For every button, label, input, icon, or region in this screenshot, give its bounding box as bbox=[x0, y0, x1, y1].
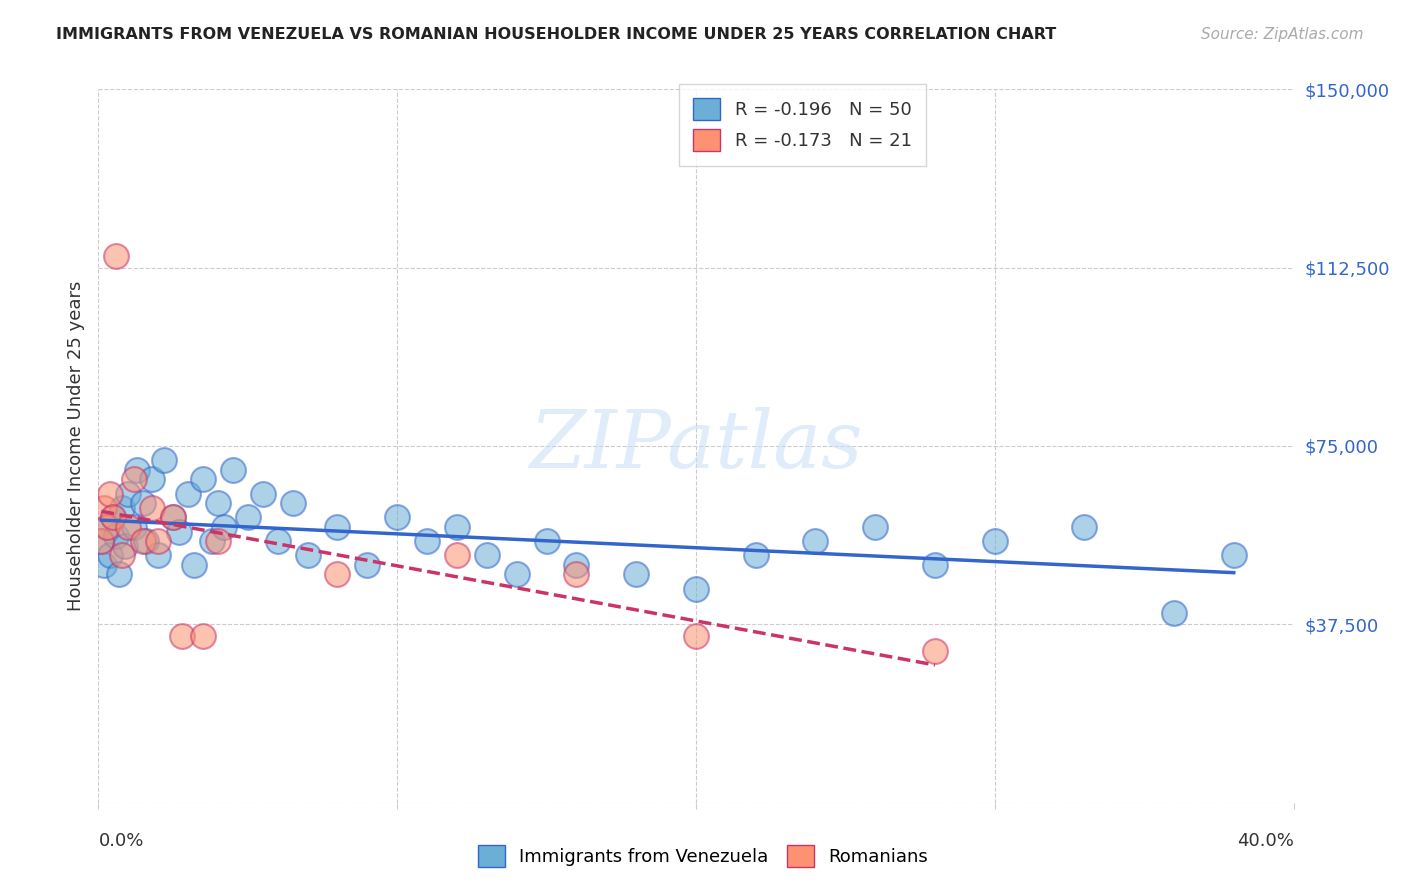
Point bbox=[141, 500, 163, 515]
Point bbox=[90, 534, 112, 549]
Point bbox=[326, 520, 349, 534]
Point bbox=[446, 549, 468, 563]
Point bbox=[1073, 520, 1095, 534]
Point bbox=[103, 510, 125, 524]
Point bbox=[626, 567, 648, 582]
Point bbox=[103, 510, 125, 524]
Point bbox=[191, 472, 214, 486]
Point bbox=[201, 534, 224, 549]
Point bbox=[127, 463, 149, 477]
Point bbox=[172, 629, 194, 643]
Point bbox=[267, 534, 290, 549]
Point bbox=[191, 629, 214, 643]
Point bbox=[96, 520, 118, 534]
Point bbox=[98, 549, 122, 563]
Point bbox=[93, 500, 115, 515]
Legend: R = -0.196   N = 50, R = -0.173   N = 21: R = -0.196 N = 50, R = -0.173 N = 21 bbox=[679, 84, 927, 166]
Point bbox=[212, 520, 235, 534]
Text: IMMIGRANTS FROM VENEZUELA VS ROMANIAN HOUSEHOLDER INCOME UNDER 25 YEARS CORRELAT: IMMIGRANTS FROM VENEZUELA VS ROMANIAN HO… bbox=[56, 27, 1056, 42]
Point bbox=[148, 534, 170, 549]
Point bbox=[685, 582, 707, 596]
Point bbox=[124, 520, 146, 534]
Point bbox=[1223, 549, 1246, 563]
Point bbox=[117, 520, 139, 534]
Point bbox=[98, 486, 122, 500]
Point bbox=[745, 549, 768, 563]
Point bbox=[222, 463, 245, 477]
Point bbox=[135, 534, 157, 549]
Point bbox=[924, 643, 946, 657]
Text: Source: ZipAtlas.com: Source: ZipAtlas.com bbox=[1201, 27, 1364, 42]
Text: 40.0%: 40.0% bbox=[1237, 831, 1294, 849]
Point bbox=[984, 534, 1007, 549]
Point bbox=[96, 520, 118, 534]
Point bbox=[132, 534, 155, 549]
Point bbox=[416, 534, 439, 549]
Point bbox=[685, 629, 707, 643]
Point bbox=[385, 510, 409, 524]
Point bbox=[446, 520, 468, 534]
Point bbox=[132, 496, 155, 510]
Point bbox=[148, 549, 170, 563]
Text: ZIPatlas: ZIPatlas bbox=[529, 408, 863, 484]
Point bbox=[177, 486, 200, 500]
Point bbox=[297, 549, 319, 563]
Point bbox=[105, 529, 128, 543]
Point bbox=[536, 534, 558, 549]
Point bbox=[124, 472, 146, 486]
Point bbox=[924, 558, 946, 572]
Point bbox=[475, 549, 498, 563]
Point bbox=[114, 539, 136, 553]
Point bbox=[111, 549, 134, 563]
Point bbox=[153, 453, 176, 467]
Point bbox=[117, 486, 139, 500]
Point bbox=[1163, 606, 1185, 620]
Point bbox=[162, 510, 184, 524]
Point bbox=[865, 520, 887, 534]
Point bbox=[183, 558, 205, 572]
Point bbox=[167, 524, 190, 539]
Point bbox=[111, 500, 134, 515]
Text: 0.0%: 0.0% bbox=[98, 831, 143, 849]
Y-axis label: Householder Income Under 25 years: Householder Income Under 25 years bbox=[66, 281, 84, 611]
Point bbox=[108, 567, 131, 582]
Point bbox=[141, 472, 163, 486]
Point bbox=[162, 510, 184, 524]
Point bbox=[281, 496, 304, 510]
Point bbox=[93, 558, 115, 572]
Point bbox=[207, 534, 229, 549]
Point bbox=[90, 534, 112, 549]
Point bbox=[252, 486, 274, 500]
Legend: Immigrants from Venezuela, Romanians: Immigrants from Venezuela, Romanians bbox=[471, 838, 935, 874]
Point bbox=[207, 496, 229, 510]
Point bbox=[105, 249, 128, 263]
Point bbox=[506, 567, 529, 582]
Point bbox=[565, 567, 588, 582]
Point bbox=[326, 567, 349, 582]
Point bbox=[356, 558, 378, 572]
Point bbox=[804, 534, 827, 549]
Point bbox=[565, 558, 588, 572]
Point bbox=[236, 510, 259, 524]
